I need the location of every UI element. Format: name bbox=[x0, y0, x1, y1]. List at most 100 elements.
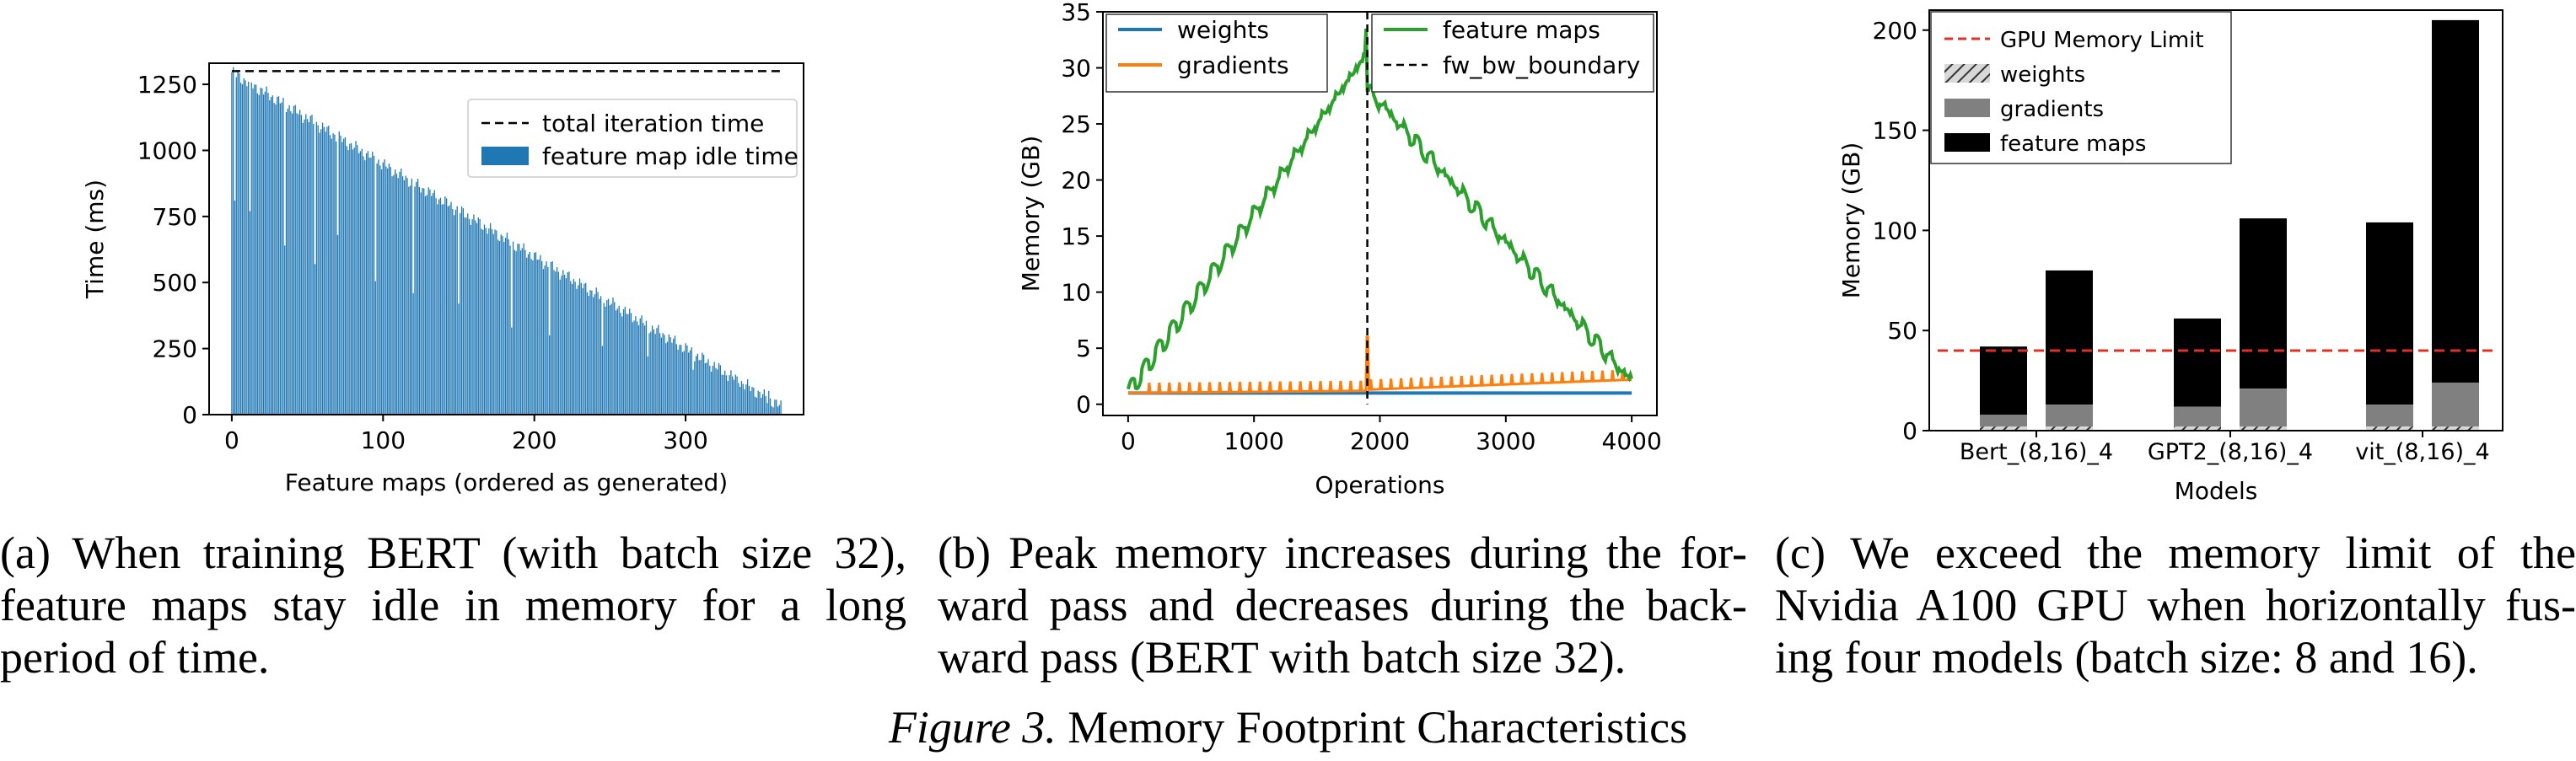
idle-bar bbox=[365, 153, 368, 415]
idle-bar bbox=[408, 186, 410, 415]
idle-bar bbox=[504, 238, 507, 415]
idle-bar bbox=[754, 396, 756, 415]
legend-label-feature-maps: feature maps bbox=[2000, 131, 2146, 157]
idle-bar bbox=[477, 217, 479, 415]
legend-label-gradients: gradients bbox=[1177, 51, 1289, 79]
idle-bar bbox=[357, 145, 358, 415]
legend-label-weights: weights bbox=[1177, 16, 1269, 44]
idle-bar bbox=[639, 318, 641, 415]
idle-bar bbox=[568, 271, 570, 415]
idle-bar bbox=[776, 399, 777, 415]
idle-bar bbox=[570, 281, 572, 415]
idle-bar bbox=[641, 315, 643, 415]
idle-bar bbox=[254, 84, 255, 415]
idle-bar bbox=[431, 196, 433, 415]
y-tick-label: 1000 bbox=[137, 137, 197, 164]
idle-bar bbox=[340, 135, 341, 415]
idle-bar bbox=[707, 359, 709, 415]
idle-bar bbox=[252, 88, 254, 415]
idle-bar bbox=[677, 349, 679, 415]
idle-bar bbox=[361, 148, 363, 415]
idle-bar bbox=[585, 282, 587, 415]
idle-bar bbox=[311, 115, 313, 415]
idle-bar bbox=[715, 367, 717, 415]
idle-bar bbox=[452, 208, 454, 415]
idle-bar bbox=[290, 111, 292, 415]
idle-bar bbox=[681, 351, 684, 415]
idle-bar bbox=[751, 387, 753, 415]
idle-bar bbox=[508, 238, 509, 415]
idle-bar bbox=[524, 249, 526, 415]
idle-bar bbox=[364, 160, 366, 415]
idle-bar bbox=[444, 196, 446, 415]
idle-bar bbox=[746, 379, 749, 415]
idle-bar bbox=[437, 204, 438, 415]
idle-bar bbox=[688, 352, 690, 415]
idle-bar bbox=[344, 137, 347, 415]
idle-bar bbox=[399, 171, 401, 415]
idle-bar bbox=[594, 294, 596, 415]
bar-gradients bbox=[2366, 405, 2413, 427]
idle-bar bbox=[629, 308, 631, 415]
legend-swatch-feature-maps bbox=[1944, 133, 1990, 152]
idle-bar bbox=[725, 375, 728, 415]
idle-bar bbox=[580, 282, 582, 415]
y-tick-label: 150 bbox=[1873, 117, 1917, 145]
idle-bar bbox=[643, 325, 646, 415]
y-tick-label: 5 bbox=[1076, 335, 1091, 362]
idle-bar bbox=[439, 197, 442, 415]
idle-bar bbox=[567, 272, 568, 415]
idle-bar bbox=[535, 252, 537, 415]
idle-bar bbox=[662, 333, 664, 415]
idle-bar bbox=[498, 241, 501, 415]
x-tick-label: 0 bbox=[224, 426, 239, 454]
x-tick-label: 1000 bbox=[1224, 427, 1284, 455]
idle-bar bbox=[547, 266, 549, 415]
idle-bar bbox=[282, 98, 284, 415]
idle-bar bbox=[441, 204, 443, 415]
idle-bar bbox=[683, 351, 685, 415]
idle-bar bbox=[732, 376, 734, 415]
idle-bar bbox=[648, 333, 650, 415]
idle-bar bbox=[281, 102, 282, 415]
idle-bar bbox=[637, 324, 640, 415]
idle-bar bbox=[412, 292, 414, 415]
idle-bar bbox=[526, 257, 528, 415]
idle-bar bbox=[313, 123, 315, 415]
idle-bar bbox=[319, 132, 320, 415]
idle-bar bbox=[294, 105, 296, 415]
idle-bar bbox=[514, 249, 516, 415]
bar-gradients bbox=[2174, 406, 2221, 427]
idle-bar bbox=[626, 314, 627, 415]
idle-bar bbox=[418, 186, 420, 415]
y-tick-label: 200 bbox=[1873, 17, 1917, 45]
y-tick-label: 0 bbox=[182, 401, 197, 429]
idle-bar bbox=[494, 229, 496, 415]
idle-bar bbox=[349, 143, 351, 415]
idle-bar bbox=[302, 122, 304, 415]
idle-bar bbox=[401, 176, 404, 415]
idle-bar bbox=[246, 86, 248, 415]
idle-bar bbox=[763, 389, 766, 415]
idle-bar bbox=[488, 228, 490, 415]
idle-bar bbox=[555, 271, 557, 415]
x-axis-label: Models bbox=[2175, 477, 2258, 505]
idle-bar bbox=[734, 374, 736, 415]
idle-bar bbox=[606, 299, 608, 415]
idle-bar bbox=[429, 189, 431, 415]
idle-bar bbox=[262, 94, 265, 415]
idle-bar bbox=[490, 222, 492, 415]
idle-bar bbox=[574, 281, 576, 415]
idle-bar bbox=[256, 93, 259, 415]
idle-bar bbox=[612, 297, 614, 415]
idle-bar bbox=[277, 96, 280, 415]
idle-bar bbox=[503, 242, 505, 415]
idle-bar bbox=[740, 381, 743, 415]
idle-bar bbox=[632, 322, 633, 415]
idle-bar bbox=[563, 275, 566, 415]
idle-bar bbox=[578, 278, 581, 415]
idle-bar bbox=[435, 198, 437, 415]
bar-gradients bbox=[2046, 405, 2093, 427]
idle-bar bbox=[492, 233, 494, 415]
